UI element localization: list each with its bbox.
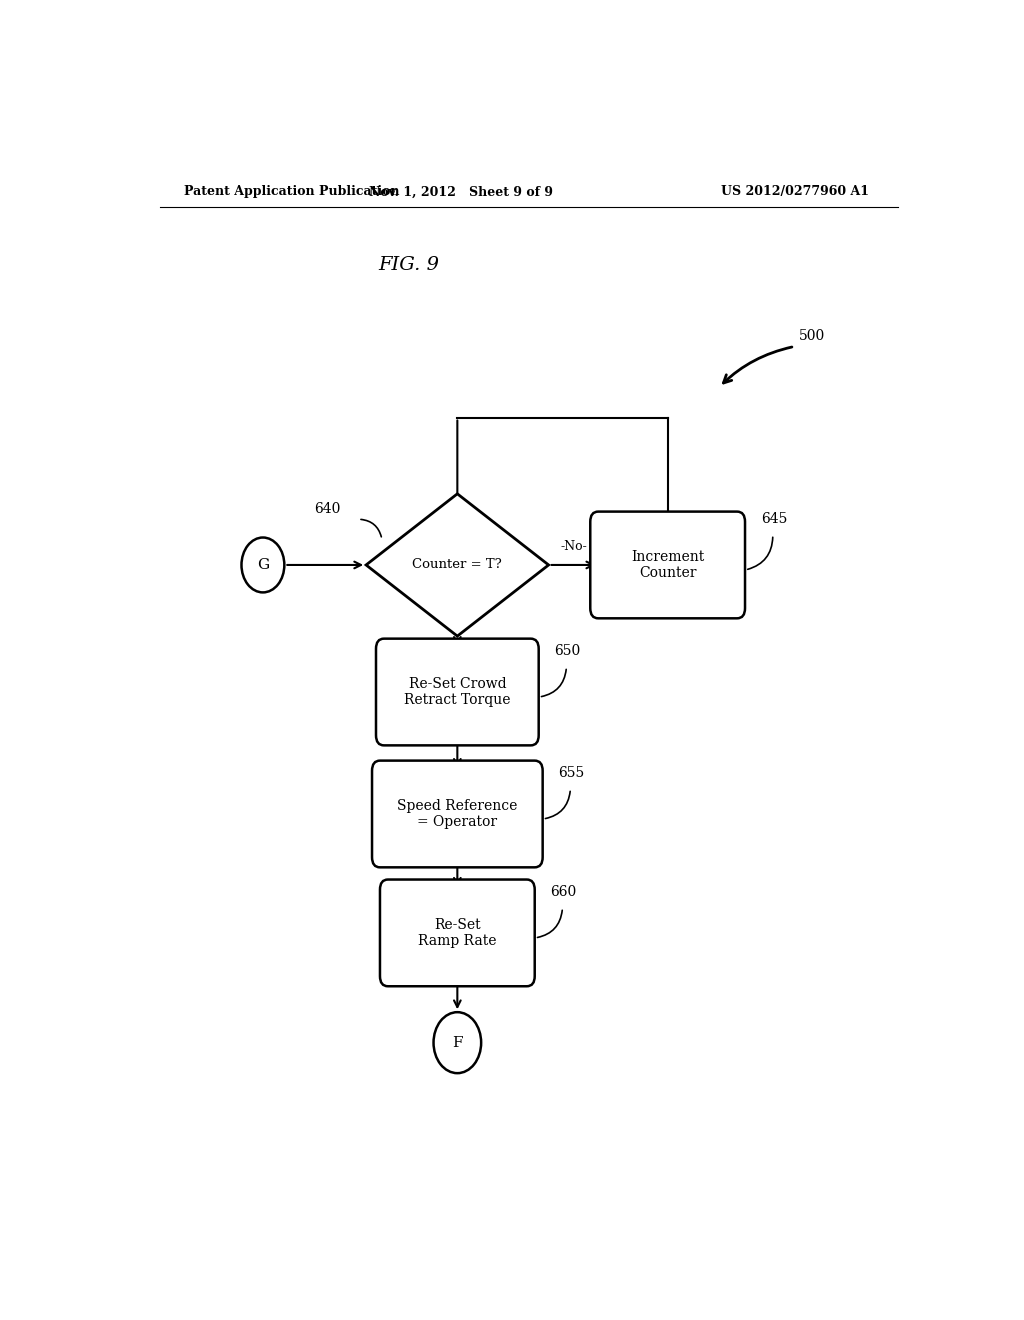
Text: 660: 660 xyxy=(551,886,577,899)
Text: Increment: Increment xyxy=(631,550,705,564)
FancyBboxPatch shape xyxy=(376,639,539,746)
Polygon shape xyxy=(367,494,549,636)
FancyBboxPatch shape xyxy=(380,879,535,986)
Text: 500: 500 xyxy=(799,329,825,343)
Text: Counter: Counter xyxy=(639,566,696,579)
Text: Speed Reference: Speed Reference xyxy=(397,799,517,813)
Text: Re-Set Crowd: Re-Set Crowd xyxy=(409,677,506,690)
Text: 650: 650 xyxy=(555,644,581,659)
Text: F: F xyxy=(452,1036,463,1049)
Text: 640: 640 xyxy=(314,502,341,516)
Circle shape xyxy=(242,537,285,593)
Text: -No-: -No- xyxy=(560,540,587,553)
FancyBboxPatch shape xyxy=(372,760,543,867)
Text: Counter = T?: Counter = T? xyxy=(413,558,502,572)
FancyBboxPatch shape xyxy=(590,512,745,618)
Text: 645: 645 xyxy=(761,512,787,527)
Text: = Operator: = Operator xyxy=(418,816,498,829)
Text: Patent Application Publication: Patent Application Publication xyxy=(183,185,399,198)
Text: YES: YES xyxy=(453,651,478,664)
Text: Re-Set: Re-Set xyxy=(434,917,480,932)
Text: US 2012/0277960 A1: US 2012/0277960 A1 xyxy=(721,185,868,198)
Text: Retract Torque: Retract Torque xyxy=(404,693,511,708)
Text: G: G xyxy=(257,558,269,572)
Text: 655: 655 xyxy=(558,767,585,780)
Text: FIG. 9: FIG. 9 xyxy=(378,256,439,275)
Text: Nov. 1, 2012   Sheet 9 of 9: Nov. 1, 2012 Sheet 9 of 9 xyxy=(370,185,553,198)
Circle shape xyxy=(433,1012,481,1073)
Text: Ramp Rate: Ramp Rate xyxy=(418,935,497,948)
